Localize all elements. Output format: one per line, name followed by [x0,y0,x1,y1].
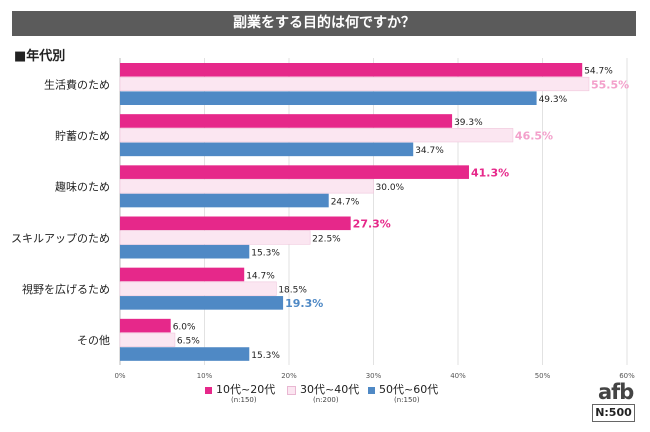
category-label: 生活費のため [44,77,110,91]
sample-size-badge: N:500 [592,404,635,422]
data-label: 46.5% [515,129,553,142]
data-label: 54.7% [584,67,613,77]
bar-30s-40s [119,179,374,194]
data-label: 14.7% [246,271,275,281]
bar-50s-60s [120,296,284,310]
x-tick-label: 20% [281,372,297,380]
bar-50s-60s [120,244,250,259]
x-tick-label: 40% [450,372,466,380]
legend-n-10s-20s: (n:150) [231,396,257,404]
legend-swatch-30s-40s [287,385,296,395]
data-label: 55.5% [591,78,629,91]
bar-10s-20s [120,63,583,77]
data-label: 6.0% [173,322,196,332]
legend-n-30s-40s: (n:200) [313,396,339,404]
data-label: 6.5% [177,337,200,347]
chart-title-banner: 副業をする目的は何ですか？ [12,11,636,36]
data-label: 34.7% [415,146,444,156]
data-label: 24.7% [331,197,360,207]
bar-10s-20s [120,318,171,333]
bar-50s-60s [120,91,537,105]
x-tick-label: 30% [366,372,382,380]
data-label: 27.3% [353,218,391,231]
legend-label-30s-40s: 30代~40代 [300,383,360,396]
bar-10s-20s [120,216,351,231]
category-label: その他 [77,334,110,347]
bar-10s-20s [120,165,469,179]
section-label: ■年代別 [14,49,66,64]
data-label: 18.5% [278,285,307,295]
afb-logo: afb [598,380,634,404]
bar-10s-20s [120,114,453,128]
x-tick-label: 50% [535,372,551,380]
bar-30s-40s [119,332,176,347]
legend-swatch-10s-20s [205,386,212,394]
data-label: 30.0% [376,183,405,193]
bar-50s-60s [120,347,250,361]
category-label: 視野を広げるため [22,282,110,296]
data-label: 22.5% [312,234,341,244]
legend-label-50s-60s: 50代~60代 [379,383,439,396]
bar-30s-40s [119,281,277,296]
data-label: 39.3% [454,118,483,128]
bar-30s-40s [119,230,311,245]
legend: 10代~20代 (n:150) 30代~40代 (n:200) 50代~60代 … [205,381,455,411]
x-tick-label: 0% [114,372,125,380]
bar-50s-60s [120,193,329,208]
legend-label-10s-20s: 10代~20代 [216,383,276,396]
data-label: 15.3% [251,249,280,259]
category-label: 貯蓄のため [55,129,110,142]
x-tick-label: 10% [197,372,213,380]
bar-10s-20s [120,267,245,282]
category-label: 趣味のため [55,180,110,194]
legend-item-30s-40s: 30代~40代 (n:200) [287,381,360,404]
bar-30s-40s [119,128,514,143]
category-label: スキルアップのため [11,232,110,245]
data-label: 41.3% [471,166,509,179]
x-tick-label: 60% [619,372,635,380]
bar-chart: 0% 10% 20% 30% 40% 50% 60% 生活費のため 54.7%55.5% 49.3… [11,58,635,380]
legend-item-50s-60s: 50代~60代 (n:150) [368,381,439,404]
legend-item-10s-20s: 10代~20代 (n:150) [205,381,276,404]
data-label: 15.3% [251,351,280,361]
data-label: 49.3% [539,95,568,105]
legend-n-50s-60s: (n:150) [394,396,420,404]
data-label: 19.3% [285,297,323,310]
bar-50s-60s [120,142,414,157]
legend-swatch-50s-60s [368,386,375,394]
bar-30s-40s [119,76,590,92]
